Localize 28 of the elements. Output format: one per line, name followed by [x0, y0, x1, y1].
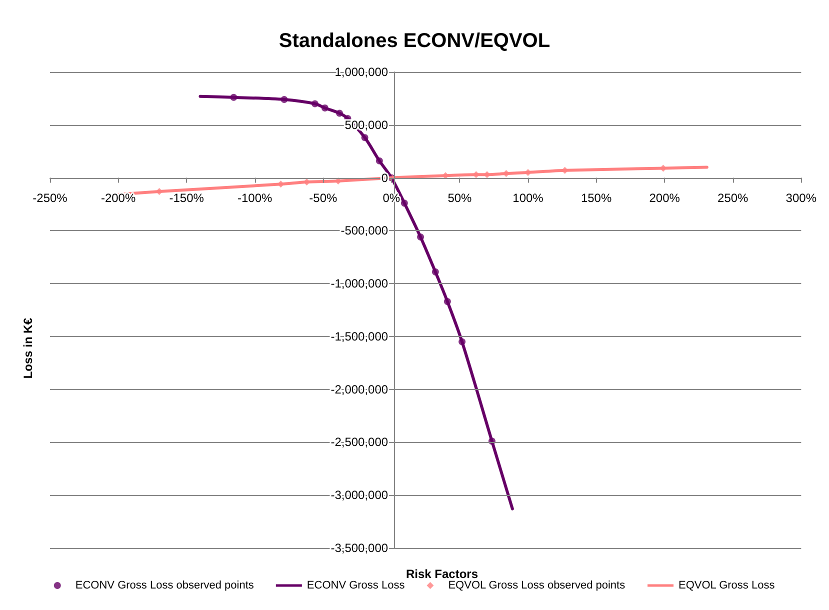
x-tick-label: 300%	[786, 190, 817, 205]
y-tick-label: -1,000,000	[330, 276, 388, 291]
y-tick-label: -2,500,000	[330, 435, 388, 450]
y-axis-title: Loss in K€	[21, 318, 35, 379]
x-axis-title: Risk Factors	[406, 567, 478, 581]
x-tick-label: 150%	[580, 190, 612, 205]
y-tick-label: 0	[381, 170, 388, 185]
legend-label: ECONV Gross Loss	[306, 580, 406, 592]
legend-label: ECONV Gross Loss observed points	[75, 580, 254, 592]
y-tick-label: -500,000	[340, 224, 388, 238]
x-tick-label: -200%	[100, 190, 136, 205]
chart-title: Standalones ECONV/EQVOL	[278, 30, 550, 52]
x-tick-label: 0%	[382, 190, 400, 205]
x-tick-label: -150%	[169, 190, 204, 205]
y-tick-label: 1,000,000	[334, 65, 388, 79]
x-tick-label: 100%	[512, 190, 544, 205]
y-tick-label: -1,500,000	[330, 329, 388, 344]
y-tick-label: -2,000,000	[330, 382, 388, 396]
y-tick-label: -3,000,000	[330, 488, 388, 502]
x-tick-label: 200%	[649, 190, 680, 205]
x-tick-label: -100%	[238, 190, 273, 205]
x-tick-label: 250%	[718, 190, 749, 205]
x-tick-label: -250%	[32, 190, 68, 205]
x-tick-label: -50%	[309, 190, 338, 205]
legend-label: EQVOL Gross Loss	[678, 580, 776, 592]
legend-label: EQVOL Gross Loss observed points	[448, 580, 626, 592]
x-tick-label: 50%	[448, 190, 472, 205]
y-tick-label: -3,500,000	[330, 541, 388, 555]
